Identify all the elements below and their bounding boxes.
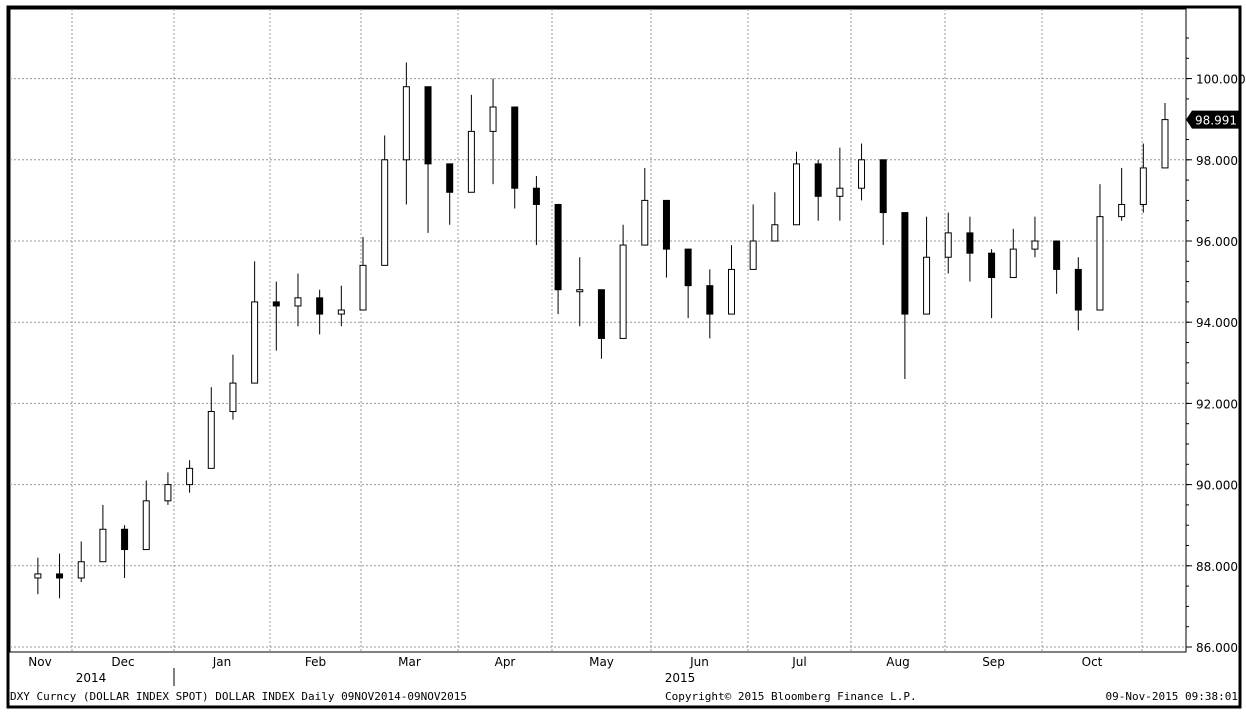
candle-body xyxy=(988,252,996,279)
candle-body xyxy=(727,268,735,315)
candle-body xyxy=(1096,216,1104,311)
x-tick-label: Dec xyxy=(111,655,134,669)
candle-body xyxy=(316,297,324,315)
x-tick-label: Nov xyxy=(28,655,51,669)
candle-body xyxy=(164,484,172,502)
candle-body xyxy=(467,130,475,193)
candle-body xyxy=(34,573,42,579)
plot-frame xyxy=(9,8,1187,653)
candle-body xyxy=(619,244,627,339)
candle-body xyxy=(706,285,714,315)
candle-body xyxy=(793,163,801,226)
candle-body xyxy=(337,309,345,315)
candle-body xyxy=(901,212,909,315)
candle-body xyxy=(858,159,866,189)
candle-body xyxy=(597,289,605,339)
y-tick-label: 98.000 xyxy=(1196,154,1238,168)
candle-body xyxy=(771,224,779,242)
candle-body xyxy=(229,382,237,413)
candle-body xyxy=(1053,240,1061,270)
candle-body xyxy=(576,289,584,293)
outer-frame xyxy=(6,5,1242,709)
y-tick-label: 90.000 xyxy=(1196,479,1238,493)
x-year-label: 2015 xyxy=(665,671,696,685)
footer-series-description: DXY Curncy (DOLLAR INDEX SPOT) DOLLAR IN… xyxy=(10,690,467,703)
candle-body xyxy=(814,163,822,197)
y-tick-label: 94.000 xyxy=(1196,316,1238,330)
candle-body xyxy=(56,573,64,579)
footer-copyright: Copyright© 2015 Bloomberg Finance L.P. xyxy=(665,690,917,703)
x-year-label: 2014 xyxy=(76,671,107,685)
candle-body xyxy=(272,301,280,307)
candle-body xyxy=(554,203,562,291)
y-tick-label: 86.000 xyxy=(1196,641,1238,655)
candle-body xyxy=(121,528,129,551)
candle-body xyxy=(836,187,844,197)
candle-body xyxy=(1118,203,1126,218)
candle-body xyxy=(684,248,692,287)
candle-body xyxy=(359,264,367,311)
last-value-badge xyxy=(1186,110,1240,129)
x-tick-label: Sep xyxy=(982,655,1005,669)
candle-body xyxy=(749,240,757,270)
candle-body xyxy=(879,159,887,214)
candle-body xyxy=(186,467,194,486)
candle-body xyxy=(1161,119,1169,169)
candle-body xyxy=(966,232,974,254)
x-tick-label: Jul xyxy=(791,655,806,669)
footer-timestamp: 09-Nov-2015 09:38:01 xyxy=(1106,690,1238,703)
x-tick-label: Jan xyxy=(212,655,232,669)
candle-body xyxy=(923,256,931,315)
last-value-label: 98.991 xyxy=(1195,114,1237,128)
y-tick-label: 92.000 xyxy=(1196,397,1238,411)
candle-body xyxy=(511,106,519,189)
candle-body xyxy=(446,163,454,193)
y-tick-label: 88.000 xyxy=(1196,560,1238,574)
x-tick-label: Apr xyxy=(495,655,516,669)
candle-body xyxy=(424,86,432,165)
candle-body xyxy=(294,297,302,307)
candle-body xyxy=(99,528,107,563)
candle-body xyxy=(944,232,952,258)
candle-body xyxy=(1009,248,1017,279)
candle-body xyxy=(402,86,410,161)
candle-body xyxy=(1139,167,1147,205)
x-tick-label: Jun xyxy=(689,655,709,669)
candle-body xyxy=(641,199,649,246)
x-tick-label: Feb xyxy=(305,655,326,669)
candle-body xyxy=(1074,268,1082,311)
candle-body xyxy=(532,187,540,205)
candle-body xyxy=(489,106,497,132)
candle-body xyxy=(142,500,150,551)
candle-body xyxy=(251,301,259,384)
candle-body xyxy=(1031,240,1039,250)
candle-body xyxy=(381,159,389,266)
x-tick-label: May xyxy=(589,655,614,669)
y-tick-label: 96.000 xyxy=(1196,235,1238,249)
candle-body xyxy=(207,411,215,469)
x-tick-label: Aug xyxy=(886,655,909,669)
candle-body xyxy=(77,561,85,579)
candle-body xyxy=(662,199,670,250)
x-tick-label: Oct xyxy=(1082,655,1103,669)
x-tick-label: Mar xyxy=(398,655,421,669)
y-tick-label: 100.000 xyxy=(1196,73,1246,87)
